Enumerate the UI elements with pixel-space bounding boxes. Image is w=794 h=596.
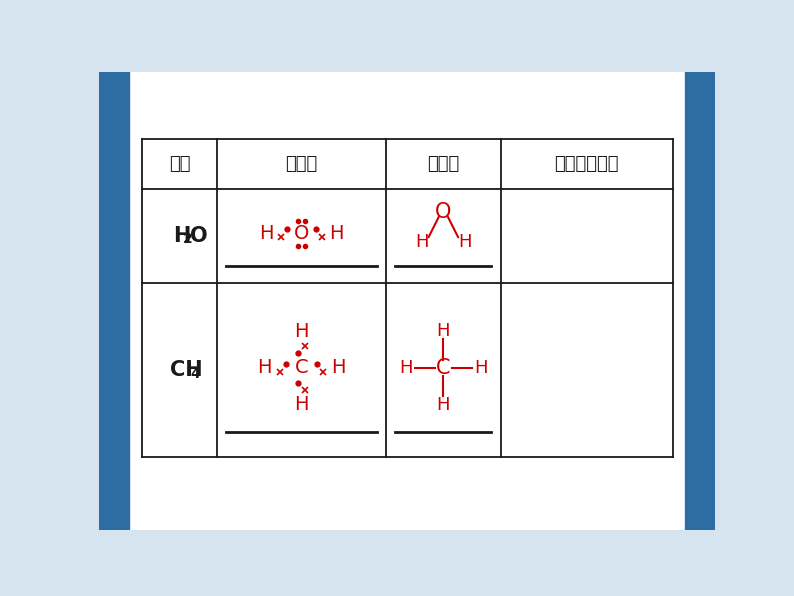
Text: C: C	[295, 358, 308, 377]
Text: H: H	[260, 224, 274, 243]
Text: 分子结构模型: 分子结构模型	[554, 155, 619, 173]
Text: H: H	[331, 358, 346, 377]
Text: 电子式: 电子式	[285, 155, 318, 173]
Text: H: H	[330, 224, 344, 243]
Text: H: H	[474, 359, 488, 377]
Text: H: H	[437, 396, 450, 414]
Bar	[99, 72, 129, 530]
Text: O: O	[294, 224, 309, 243]
Text: 分子: 分子	[168, 155, 191, 173]
Text: CH: CH	[170, 360, 202, 380]
Text: H: H	[257, 358, 272, 377]
Text: H: H	[295, 395, 309, 414]
Text: H: H	[173, 226, 191, 246]
Text: O: O	[191, 226, 208, 246]
Text: O: O	[435, 201, 452, 222]
Bar	[685, 72, 715, 530]
Text: H: H	[295, 321, 309, 340]
Text: H: H	[415, 234, 429, 252]
Text: 结构式: 结构式	[427, 155, 460, 173]
Text: 4: 4	[191, 367, 200, 381]
Text: H: H	[437, 322, 450, 340]
Text: 2: 2	[183, 232, 192, 246]
Text: H: H	[458, 234, 472, 252]
Text: C: C	[436, 358, 451, 378]
Text: H: H	[399, 359, 413, 377]
